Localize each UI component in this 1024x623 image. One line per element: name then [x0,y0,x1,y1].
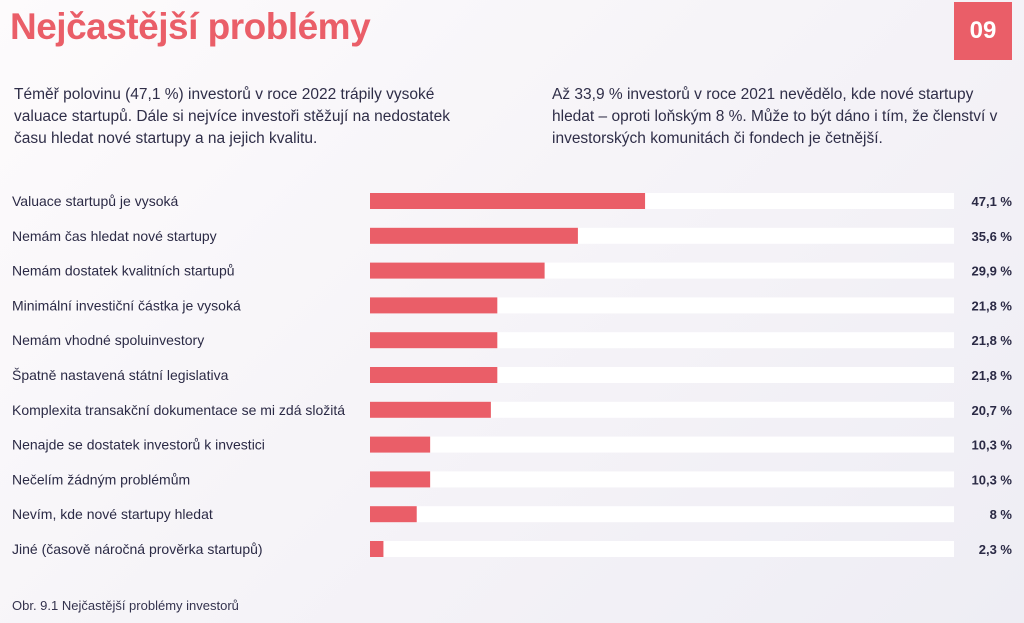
category-label: Valuace startupů je vysoká [12,193,178,209]
category-label: Nečelím žádným problémům [12,471,190,487]
bar [370,506,417,523]
category-label: Nenajde se dostatek investorů k investic… [12,437,265,453]
bar [370,436,431,453]
category-label: Komplexita transakční dokumentace se mi … [12,402,345,418]
bar [370,367,498,383]
intro-right-text: Až 33,9 % investorů v roce 2021 nevědělo… [552,86,998,147]
category-label: Minimální investiční částka je vysoká [12,297,241,313]
value-label: 2,3 % [979,542,1013,557]
bar [370,227,578,244]
category-label: Nemám dostatek kvalitních startupů [12,263,235,279]
value-label: 21,8 % [972,298,1013,313]
category-label: Špatně nastavená státní legislativa [12,367,229,383]
bar-track [370,401,954,418]
value-label: 35,6 % [972,229,1013,244]
bar [370,541,384,557]
bar [370,262,545,279]
value-label: 29,9 % [972,264,1013,279]
category-label: Nevím, kde nové startupy hledat [12,506,213,522]
figure-caption: Obr. 9.1 Nejčastější problémy investorů [12,598,239,613]
value-label: 47,1 % [972,194,1013,209]
bar-track [370,332,954,349]
bar-track [370,541,954,557]
bar-track [370,367,954,383]
value-label: 10,3 % [972,472,1013,487]
bar [370,193,646,209]
bar [370,297,498,314]
category-label: Nemám vhodné spoluinvestory [12,332,204,348]
bar-track [370,297,954,314]
value-label: 21,8 % [972,368,1013,383]
value-label: 21,8 % [972,333,1013,348]
bar-track [370,471,954,488]
value-label: 8 % [990,507,1013,522]
bar-track [370,436,954,453]
bar [370,401,491,418]
category-label: Nemám čas hledat nové startupy [12,228,217,244]
intro-left-text: Téměř polovinu (47,1 %) investorů v roce… [14,86,450,147]
page-title: Nejčastější problémy [10,6,371,47]
value-label: 20,7 % [972,403,1013,418]
value-label: 10,3 % [972,438,1013,453]
page-number-badge: 09 [954,2,1012,60]
bar-track [370,506,954,523]
category-label: Jiné (časově náročná prověrka startupů) [12,541,263,557]
bar [370,471,431,488]
bar [370,332,498,349]
